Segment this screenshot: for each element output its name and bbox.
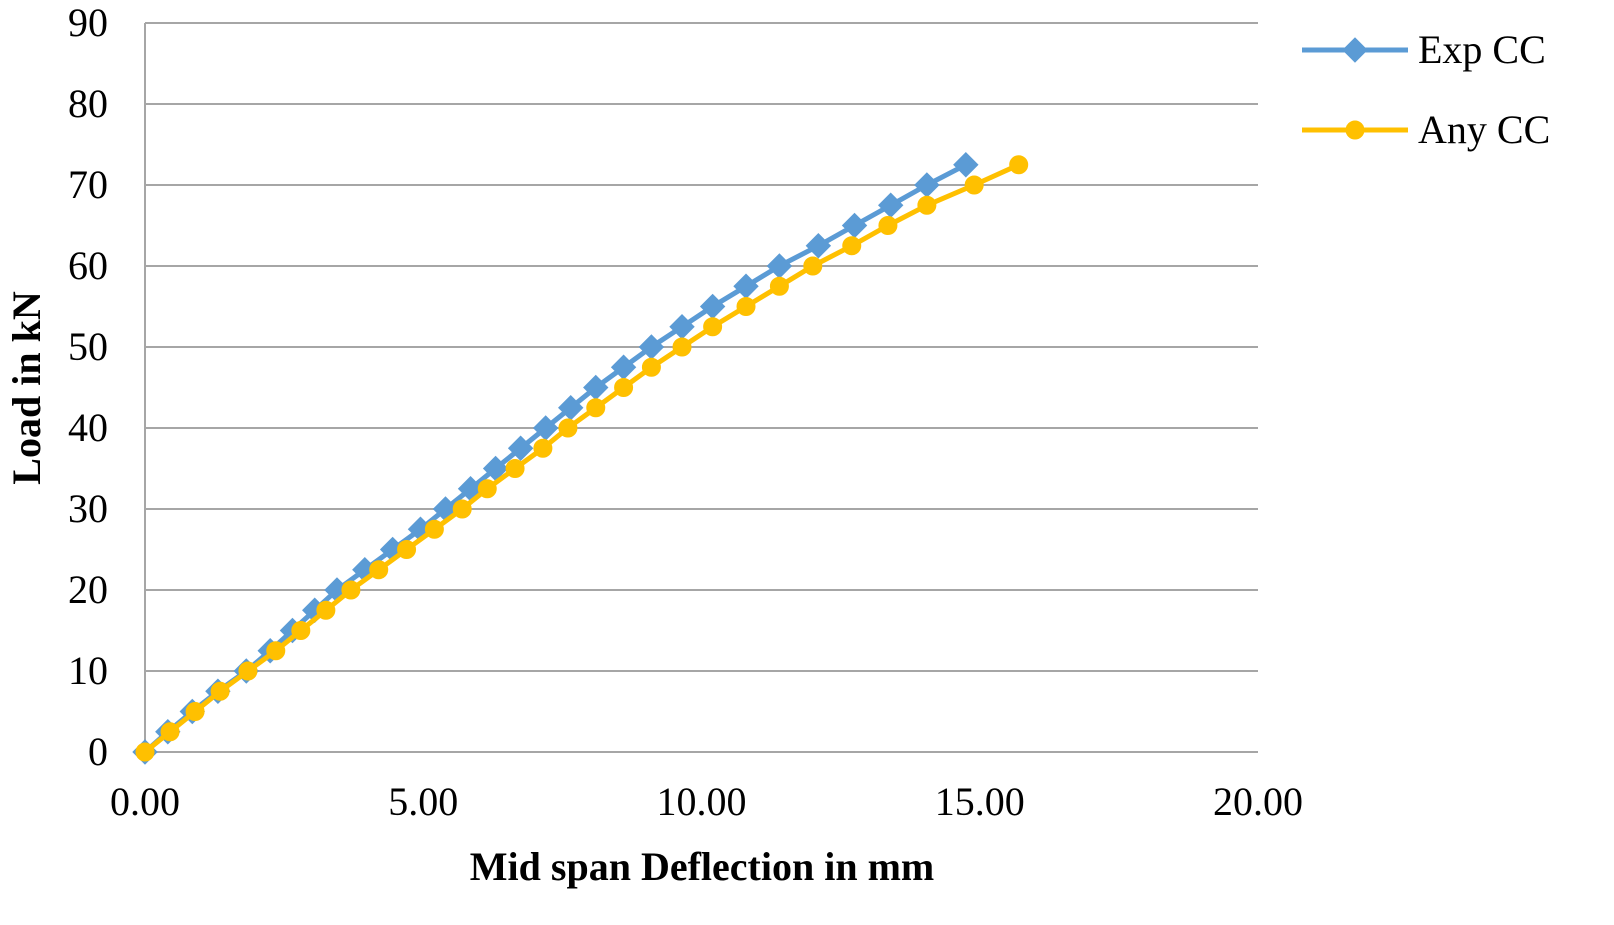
data-point-diamond [914,172,940,198]
data-point-circle [672,337,692,357]
legend-label: Any CC [1418,107,1550,152]
y-axis-tick-labels: 0 10 20 30 40 50 60 70 80 90 [68,0,108,774]
y-tick-label: 50 [68,324,108,369]
y-tick-label: 70 [68,162,108,207]
data-point-diamond [733,273,759,299]
data-point-circle [878,216,898,235]
data-point-circle [558,418,578,438]
data-point-circle [477,479,497,499]
series-any-cc [135,155,1029,762]
data-point-circle [964,175,984,195]
y-tick-label: 30 [68,486,108,531]
y-tick-label: 0 [88,729,108,774]
data-point-circle [185,702,205,721]
series-line [143,162,1020,754]
x-tick-label: 5.00 [388,779,458,824]
x-tick-label: 20.00 [1213,779,1303,824]
legend: Exp CC Any CC [1302,27,1550,152]
data-point-circle [505,459,525,478]
data-point-circle [736,297,756,316]
x-tick-label: 15.00 [935,779,1025,824]
data-point-circle [917,195,937,215]
data-point-diamond [766,253,793,279]
data-point-circle [316,600,336,620]
data-point-circle [586,398,606,418]
legend-marker [1342,37,1368,63]
y-tick-label: 90 [68,0,108,45]
gridlines [145,22,1258,672]
data-point-circle [641,357,661,377]
y-axis-title: Load in kN [4,291,49,485]
y-tick-label: 80 [68,81,108,126]
data-point-circle [341,580,361,600]
data-point-circle [452,499,472,519]
data-point-circle [533,438,553,458]
data-point-circle [369,560,389,580]
y-tick-label: 40 [68,405,108,450]
data-point-circle [703,317,723,337]
data-point-circle [803,256,823,276]
data-point-circle [614,378,634,397]
data-point-circle [238,661,258,681]
y-tick-label: 10 [68,648,108,693]
data-point-circle [769,276,789,296]
data-point-circle [266,641,286,661]
legend-label: Exp CC [1418,27,1546,72]
data-point-circle [135,742,155,762]
data-point-circle [424,519,444,539]
data-point-circle [291,621,311,640]
y-tick-label: 20 [68,567,108,612]
data-point-circle [1009,155,1029,175]
legend-item: Exp CC [1302,27,1546,72]
x-tick-label: 0.00 [110,779,180,824]
data-point-circle [210,681,230,701]
legend-item: Any CC [1302,107,1550,152]
x-axis-title: Mid span Deflection in mm [470,844,934,889]
series-group [132,152,1029,765]
axes [144,23,1258,753]
x-tick-label: 10.00 [657,779,747,824]
data-point-circle [397,540,417,559]
data-point-diamond [841,212,868,239]
data-point-diamond [953,152,979,178]
data-point-circle [842,236,862,256]
data-point-diamond [805,233,832,259]
y-tick-label: 60 [68,243,108,288]
x-axis-tick-labels: 0.00 5.00 10.00 15.00 20.00 [110,779,1303,824]
data-point-diamond [878,192,904,218]
data-point-diamond [507,435,534,461]
legend-marker [1345,120,1365,140]
data-point-circle [160,722,180,742]
